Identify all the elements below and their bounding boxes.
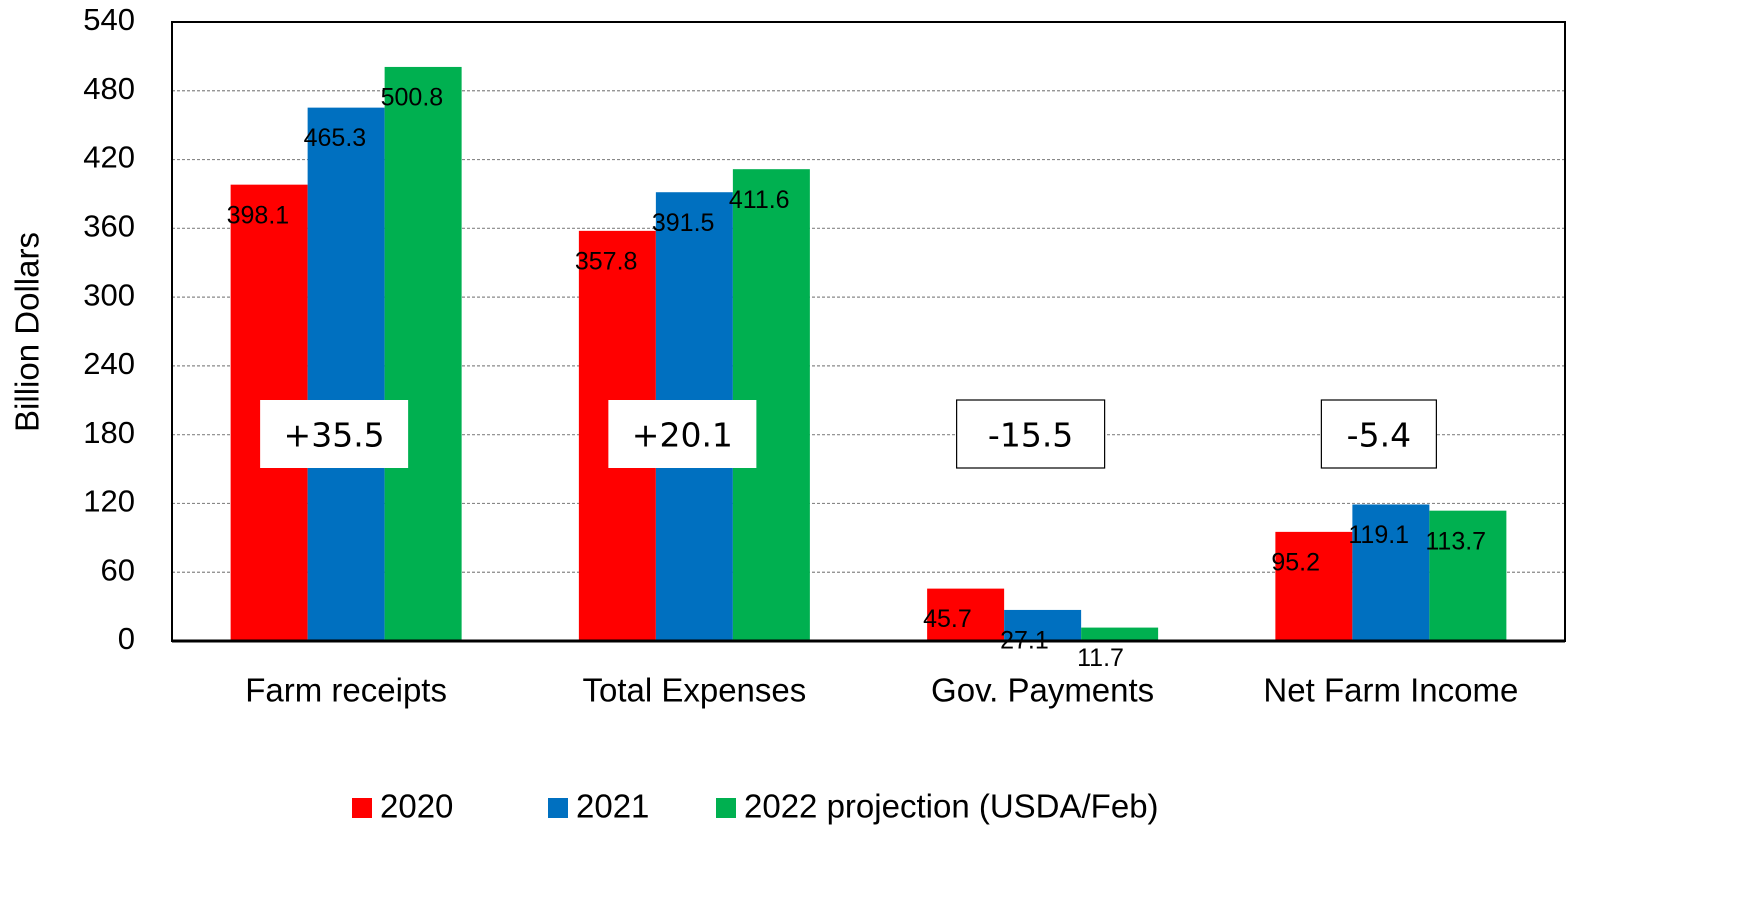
x-tick-label: Total Expenses [582,672,806,709]
data-label: 398.1 [227,201,290,229]
y-tick-label: 360 [83,209,135,244]
bar [1275,531,1353,641]
data-label: 11.7 [1077,644,1124,672]
bar [927,588,1005,641]
y-tick-label: 420 [83,140,135,175]
y-tick-label: 180 [83,415,135,450]
x-tick-label: Farm receipts [245,672,447,709]
annotation-box [260,400,409,468]
y-tick-label: 240 [83,346,135,381]
legend-swatch [352,798,372,818]
y-tick-label: 540 [83,2,135,37]
bar [1004,609,1082,641]
annotation-box [608,400,757,468]
legend-label: 2021 [576,788,649,825]
data-label: 357.8 [575,247,638,275]
bar [1429,510,1507,641]
bar [384,66,462,641]
y-tick-label: 480 [83,71,135,106]
annotation-box [956,399,1106,469]
y-tick-label: 60 [101,552,135,587]
bar [1081,627,1159,641]
y-tick-label: 300 [83,277,135,312]
annotation: -15.5 [988,416,1073,455]
y-tick-label: 0 [118,621,135,656]
data-label: 95.2 [1271,548,1320,576]
data-label: 465.3 [304,124,367,152]
x-tick-label: Gov. Payments [931,672,1154,709]
y-tick-label: 120 [83,484,135,519]
data-label: 119.1 [1348,521,1409,549]
annotation-box [1320,399,1437,469]
data-label: 113.7 [1425,527,1486,555]
bar [307,107,385,641]
legend-swatch [716,798,736,818]
annotation: +35.5 [284,416,385,455]
data-label: 411.6 [729,186,790,214]
bar [1352,504,1430,641]
x-tick-label: Net Farm Income [1263,672,1518,709]
annotation: +20.1 [632,416,733,455]
legend-label: 2022 projection (USDA/Feb) [744,788,1159,825]
y-axis-label: Billion Dollars [9,232,46,432]
legend-swatch [548,798,568,818]
data-label: 45.7 [923,605,972,633]
annotation: -5.4 [1347,416,1411,455]
data-label: 500.8 [381,84,444,112]
legend-label: 2020 [380,788,453,825]
data-label: 391.5 [652,209,715,237]
